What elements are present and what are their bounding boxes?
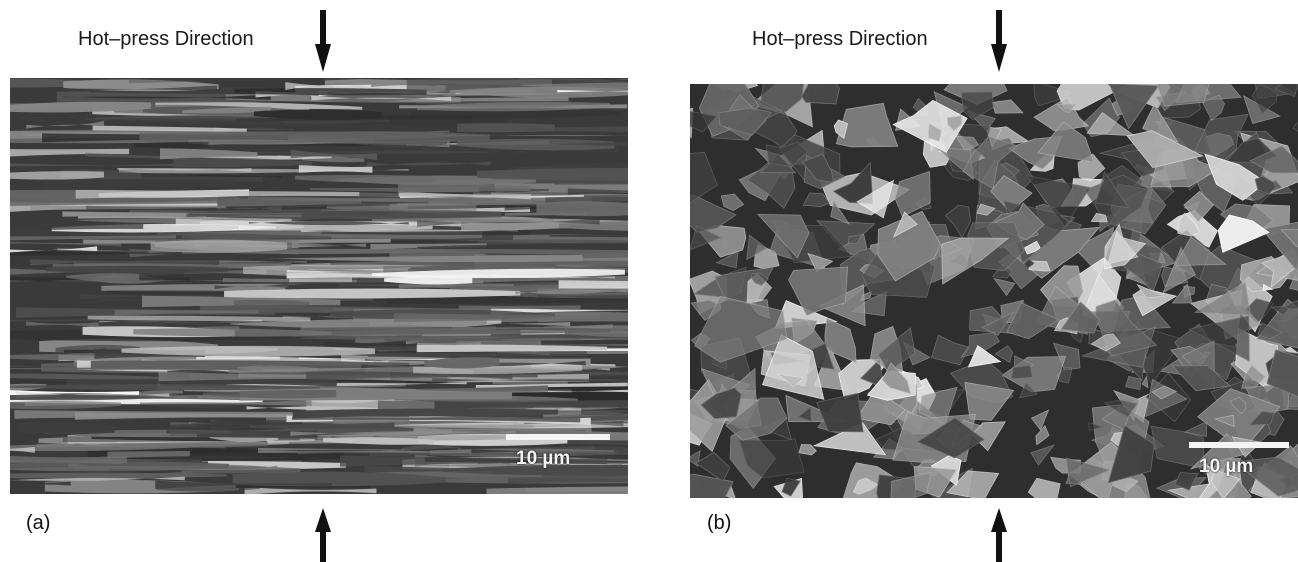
scale-bar-label: 10 µm bbox=[1199, 456, 1254, 477]
down-arrow-icon bbox=[315, 10, 331, 72]
scale-bar-label: 10 µm bbox=[516, 448, 571, 469]
panel-label: (b) bbox=[707, 512, 732, 534]
up-arrow-icon bbox=[991, 508, 1007, 562]
panel-a: Hot–press Direction 10 µm (a) bbox=[10, 10, 628, 562]
panel-b: Hot–press Direction 10 µm (b) bbox=[649, 0, 1298, 562]
scale-bar-line bbox=[1189, 442, 1289, 448]
scale-bar-line bbox=[506, 434, 610, 440]
panel-label: (a) bbox=[26, 512, 51, 534]
hot-press-direction-label: Hot–press Direction bbox=[78, 28, 254, 50]
down-arrow-icon bbox=[991, 10, 1007, 72]
up-arrow-icon bbox=[315, 508, 331, 562]
hot-press-direction-label: Hot–press Direction bbox=[752, 28, 928, 50]
sem-micrograph-a bbox=[10, 78, 628, 494]
sem-micrograph-b bbox=[690, 84, 1298, 498]
